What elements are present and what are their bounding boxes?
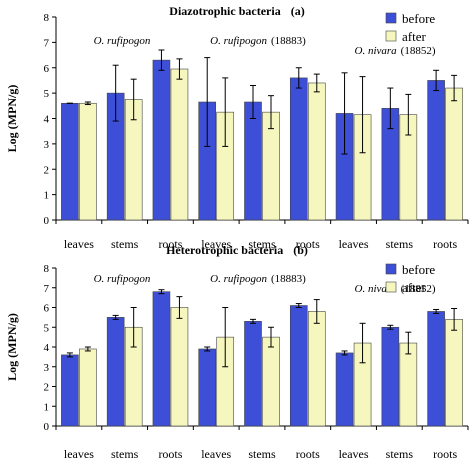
legend-swatch-before	[385, 12, 397, 24]
bar-after	[445, 87, 463, 221]
chart-panel-a: Diazotrophic bacteria (a) Log (MPN/g) 0 1 2 3 4…	[5, 4, 469, 251]
y-tick-label: 1	[44, 190, 50, 202]
bar-before	[427, 80, 445, 221]
bar-before	[427, 311, 445, 427]
species-accession: (18883)	[271, 35, 306, 47]
legend-label-after: after	[402, 280, 426, 295]
species-name: O. rufipogon	[94, 35, 151, 47]
y-tick-label: 7	[44, 37, 50, 49]
y-tick-label: 8	[44, 12, 50, 24]
bar-before	[198, 348, 217, 427]
x-category-label: stems	[386, 447, 414, 461]
bar-after	[79, 348, 97, 427]
bar-before	[289, 305, 308, 427]
x-category-label: leaves	[201, 447, 231, 461]
y-tick-label: 7	[44, 283, 50, 295]
bar-before	[289, 77, 308, 221]
y-tick-label: 3	[44, 139, 50, 151]
bar-before	[335, 352, 354, 427]
y-tick-label: 8	[44, 263, 50, 275]
bar-before	[61, 102, 79, 221]
bar-after	[79, 102, 97, 221]
y-tick-label: 2	[44, 164, 50, 176]
legend-swatch-after	[385, 30, 397, 42]
species-name: O. rufipogon	[210, 35, 267, 47]
x-category-label: leaves	[339, 237, 369, 251]
species-label: O. nivara (18852)	[355, 45, 436, 57]
x-category-label: roots	[433, 447, 457, 461]
legend-swatch-after	[385, 281, 397, 293]
bar-before	[106, 317, 125, 427]
y-tick-label: 1	[44, 401, 50, 413]
chart-title: Heterotrophic bacteria (b)	[166, 243, 308, 257]
x-category-label: stems	[248, 237, 276, 251]
species-label: O. rufipogon (18883)	[210, 273, 306, 285]
chart-title-text: Heterotrophic bacteria	[166, 243, 283, 257]
y-tick-label: 4	[44, 342, 50, 354]
bar-after	[170, 68, 189, 221]
bar-after	[307, 311, 326, 427]
bar-before	[61, 354, 79, 427]
x-category-label: stems	[248, 447, 276, 461]
y-tick-label: 0	[44, 421, 50, 433]
panel-label: (a)	[291, 4, 305, 18]
species-accession: (18852)	[401, 283, 436, 295]
y-tick-label: 6	[44, 63, 50, 75]
legend-label-before: before	[402, 262, 435, 277]
species-name: O. rufipogon	[210, 273, 267, 285]
x-category-label: leaves	[64, 237, 94, 251]
species-label: O. rufipogon	[94, 273, 151, 285]
bar-before	[244, 101, 262, 221]
bar-before	[152, 59, 171, 221]
species-accession: (18883)	[271, 273, 306, 285]
x-category-label: leaves	[339, 447, 369, 461]
legend-swatch-before	[385, 263, 397, 275]
chart-title-text: Diazotrophic bacteria	[169, 4, 280, 18]
species-name: O. rufipogon	[94, 273, 151, 285]
bar-before	[381, 326, 400, 427]
chart-panel-b: Heterotrophic bacteria (b) Log (MPN/g) 0 1 2 3…	[5, 243, 469, 461]
species-label: O. rufipogon	[94, 35, 151, 47]
species-name: O. nivara	[355, 45, 398, 57]
x-category-label: roots	[433, 237, 457, 251]
species-accession: (18852)	[401, 45, 436, 57]
y-tick-label: 4	[44, 114, 50, 126]
bar-after	[262, 336, 280, 427]
x-category-label: roots	[296, 447, 320, 461]
x-category-label: stems	[111, 237, 139, 251]
bar-before	[244, 321, 262, 427]
x-category-label: stems	[111, 447, 139, 461]
x-category-label: roots	[296, 237, 320, 251]
panel-label: (b)	[293, 243, 308, 257]
bar-before	[152, 291, 171, 427]
y-tick-label: 5	[44, 88, 50, 100]
y-tick-label: 0	[44, 215, 50, 227]
x-category-label: roots	[158, 447, 182, 461]
y-axis-label: Log (MPN/g)	[5, 313, 19, 381]
bar-after	[170, 307, 189, 427]
legend-label-before: before	[402, 11, 435, 26]
y-tick-label: 5	[44, 322, 50, 334]
chart-title: Diazotrophic bacteria (a)	[169, 4, 304, 18]
x-category-label: stems	[386, 237, 414, 251]
y-tick-label: 3	[44, 362, 50, 374]
bar-after	[399, 342, 418, 427]
y-tick-label: 6	[44, 303, 50, 315]
y-tick-label: 2	[44, 382, 50, 394]
y-axis-label: Log (MPN/g)	[5, 85, 19, 153]
x-category-label: roots	[158, 237, 182, 251]
x-category-label: leaves	[64, 447, 94, 461]
x-category-label: leaves	[201, 237, 231, 251]
bar-after	[445, 319, 463, 427]
legend-label-after: after	[402, 29, 426, 44]
species-label: O. rufipogon (18883)	[210, 35, 306, 47]
bar-after	[307, 82, 326, 221]
